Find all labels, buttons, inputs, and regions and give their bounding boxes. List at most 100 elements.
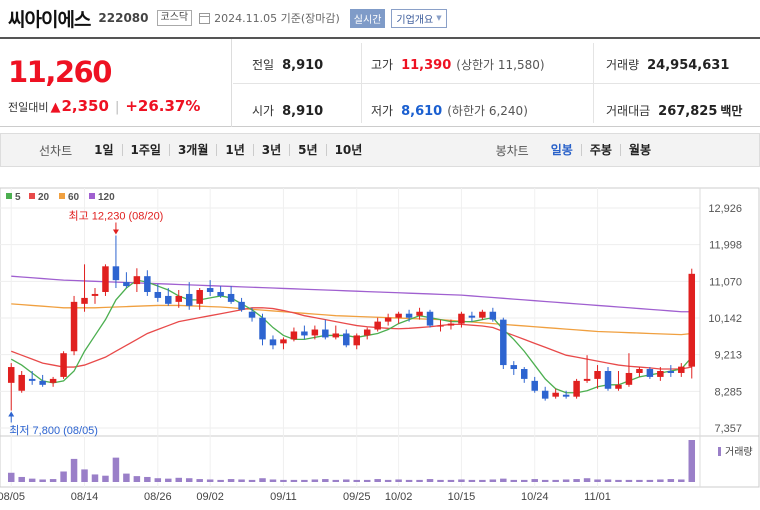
volume-bar xyxy=(280,479,287,482)
change-amount: 2,350 xyxy=(61,97,109,115)
candle-body xyxy=(248,311,256,318)
volume-bar xyxy=(363,479,371,482)
corp-overview-dropdown[interactable]: 기업개요 ▼ xyxy=(391,8,447,28)
y-tick-label: 7,357 xyxy=(714,423,742,435)
up-triangle-icon: ▲ xyxy=(50,100,61,115)
candle-body xyxy=(573,380,580,397)
volume-bar xyxy=(165,478,172,482)
volume-bar xyxy=(133,476,141,482)
tab-weekly[interactable]: 주봉 xyxy=(580,144,620,156)
legend-swatch xyxy=(6,193,12,199)
volume-bar xyxy=(248,479,256,482)
candle-body xyxy=(531,380,538,391)
volume-bar xyxy=(521,479,528,482)
tab-daily[interactable]: 일봉 xyxy=(550,143,573,157)
amount-value: 267,825 xyxy=(658,104,718,119)
ma20-line xyxy=(11,307,692,370)
quote-summary: 11,260 전일대비 ▲ 2,350 | +26.37% 전일 8,910 고… xyxy=(0,37,760,127)
y-tick-label: 9,213 xyxy=(714,350,742,362)
volume-bar xyxy=(49,479,57,482)
candle-body xyxy=(510,365,518,370)
tab-1year[interactable]: 1년 xyxy=(216,144,252,156)
x-tick-label: 09/02 xyxy=(196,491,224,503)
volume-bar xyxy=(144,476,151,482)
low-cell: 저가 8,610 (하한가 6,240) xyxy=(371,102,528,119)
change-label: 전일대비 xyxy=(8,101,49,114)
line-chart-label: 선차트 xyxy=(39,143,73,158)
legend-swatch xyxy=(59,193,65,199)
candle-body xyxy=(521,369,528,379)
volume-bar xyxy=(217,479,224,482)
open-label: 시가 xyxy=(252,104,275,118)
tab-3years[interactable]: 3년 xyxy=(252,144,289,156)
volume-bar xyxy=(123,473,130,482)
ma60-line xyxy=(11,303,692,336)
volume-bar xyxy=(102,475,109,482)
low-arrow-head xyxy=(8,411,15,417)
volume-bar xyxy=(311,479,319,482)
high-annotation: 최고 12,230 (08/20) xyxy=(69,209,164,222)
volume-bar xyxy=(238,479,245,482)
tab-3months[interactable]: 3개월 xyxy=(168,144,216,156)
candle-body xyxy=(280,339,287,344)
volume-bar xyxy=(531,479,538,482)
candle-body xyxy=(311,329,319,336)
volume-bar xyxy=(458,479,465,482)
volume-bar xyxy=(28,478,36,482)
candle-body xyxy=(123,282,130,287)
volume-bar xyxy=(384,479,392,482)
x-tick-label: 08/26 xyxy=(144,491,172,503)
volume-bar xyxy=(259,478,266,482)
volume-bar xyxy=(206,479,214,482)
candle-body xyxy=(175,295,182,302)
volume-value: 24,954,631 xyxy=(647,58,730,73)
candle-body xyxy=(133,276,141,285)
price-panel: 11,260 전일대비 ▲ 2,350 | +26.37% xyxy=(0,39,232,127)
tab-1week[interactable]: 1주일 xyxy=(121,144,169,156)
tab-5years[interactable]: 5년 xyxy=(289,144,325,156)
volume-bar xyxy=(426,479,434,482)
volume-bar xyxy=(667,479,675,482)
candle-body xyxy=(102,266,109,292)
stock-code: 222080 xyxy=(98,11,149,25)
realtime-button[interactable]: 실시간 xyxy=(349,8,386,28)
candle-body xyxy=(374,321,381,330)
volume-bar xyxy=(185,478,193,482)
candle-body xyxy=(259,317,266,340)
volume-bar xyxy=(657,479,664,482)
candle-body xyxy=(615,384,622,389)
candle-body xyxy=(405,313,413,318)
volume-bar xyxy=(562,479,570,482)
volume-bar xyxy=(688,440,696,482)
tab-monthly[interactable]: 월봉 xyxy=(619,144,659,156)
candle-body xyxy=(447,323,455,326)
market-badge: 코스닥 xyxy=(156,10,193,26)
candle-body xyxy=(238,301,245,310)
candle-body xyxy=(489,311,497,320)
amount-cell: 거래대금 267,825 백만 xyxy=(606,102,742,119)
open-value: 8,910 xyxy=(282,104,324,119)
candle-body xyxy=(416,311,423,316)
legend-label: 5 xyxy=(15,192,21,203)
candle-body xyxy=(165,295,172,304)
candle-body xyxy=(206,288,214,292)
volume-bar xyxy=(175,477,182,482)
x-tick-label: 10/24 xyxy=(521,491,549,503)
calendar-icon xyxy=(199,12,211,24)
amount-unit: 백만 xyxy=(720,104,743,118)
candle-body xyxy=(678,366,685,373)
candle-body xyxy=(18,374,25,391)
tab-1day[interactable]: 1일 xyxy=(94,143,114,157)
low-label: 저가 xyxy=(371,104,394,118)
candle-body xyxy=(39,380,46,385)
volume-bar xyxy=(374,479,381,482)
volume-bar xyxy=(395,479,402,482)
high-arrow-head xyxy=(112,229,119,235)
lower-limit: (하한가 6,240) xyxy=(447,104,528,118)
x-tick-label: 09/25 xyxy=(343,491,371,503)
legend-label: 20 xyxy=(38,192,50,203)
change-separator: | xyxy=(114,100,120,115)
volume-bar xyxy=(541,479,549,482)
tab-10years[interactable]: 10년 xyxy=(325,144,371,156)
